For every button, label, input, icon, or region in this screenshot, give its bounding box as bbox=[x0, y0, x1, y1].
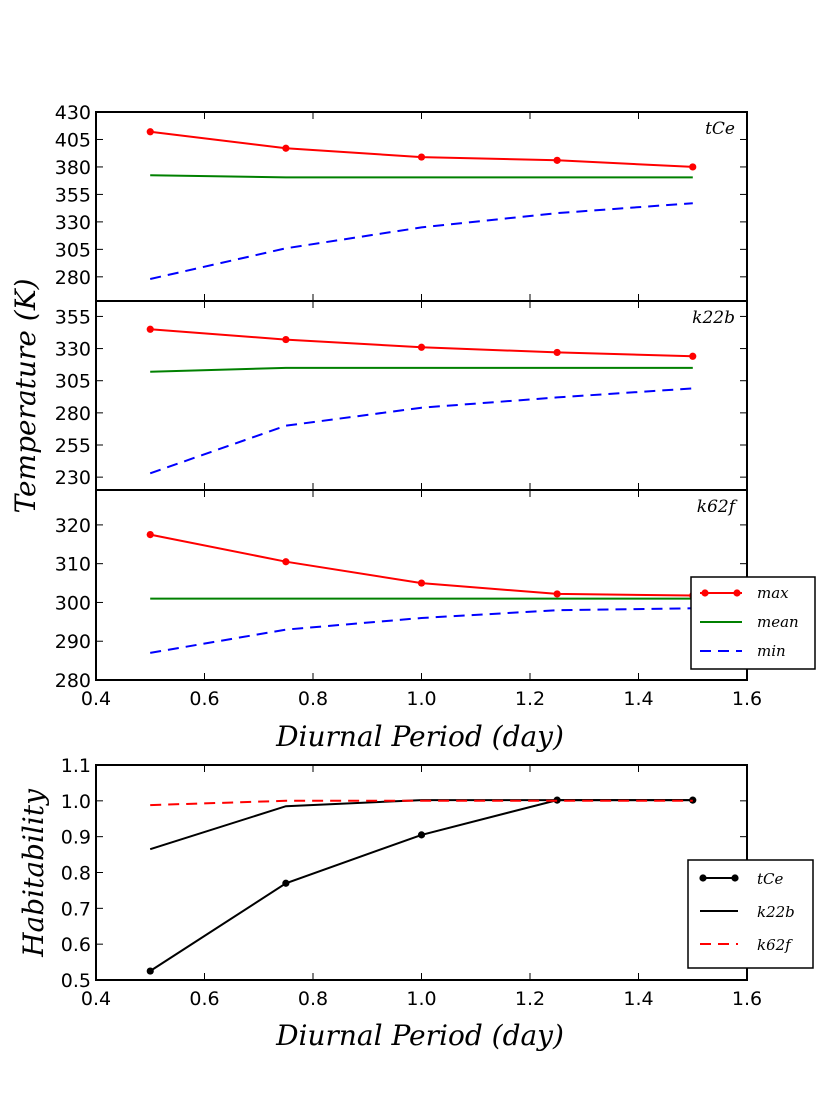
panel-k22b: 230 255 280 305 330 355 k22b bbox=[55, 300, 748, 491]
hab-xtick-label: 1.6 bbox=[732, 988, 762, 1010]
panel-k22b-ytick-label: 355 bbox=[55, 306, 91, 328]
panel-tCe-series-max-point-2 bbox=[417, 153, 426, 161]
panel-tCe-series-max-line bbox=[150, 130, 693, 168]
panel-label: k22b bbox=[692, 308, 735, 328]
panel-tCe-ytick-label: 430 bbox=[55, 102, 91, 124]
panel-k22b-series-max-point-2 bbox=[417, 343, 426, 351]
panel-tCe-series-mean-line bbox=[150, 174, 693, 179]
panel-k62f-ytick-label: 320 bbox=[55, 515, 91, 537]
panel-k62f-ytick-label: 280 bbox=[55, 670, 91, 692]
panel-tCe-series-min-line bbox=[149, 202, 693, 280]
panel-k62f-xtick-label: 1.6 bbox=[732, 688, 762, 710]
panel-k22b-frame bbox=[95, 300, 748, 491]
panel-k22b-series-min-line bbox=[149, 387, 693, 475]
panel-label: k62f bbox=[697, 497, 738, 517]
panel-k62f-ytick-label: 300 bbox=[55, 592, 91, 614]
panel-tCe-ytick-label: 355 bbox=[55, 184, 91, 206]
panel-k62f-ytick-label: 290 bbox=[55, 631, 91, 653]
hab-xtick-label: 0.4 bbox=[81, 988, 111, 1010]
hab-series-k62f-line bbox=[150, 799, 693, 807]
panel-k62f-xtick-label: 1.4 bbox=[623, 688, 653, 710]
panel-tCe-ytick-label: 280 bbox=[55, 267, 91, 289]
hab-x-axis-label: Diurnal Period (day) bbox=[275, 1019, 564, 1052]
panel-k22b-ytick-label: 330 bbox=[55, 339, 91, 361]
panel-label: tCe bbox=[705, 119, 735, 139]
panel-tCe-ytick-label: 380 bbox=[55, 157, 91, 179]
legend-tCe-marker bbox=[731, 874, 739, 882]
x-axis-label: Diurnal Period (day) bbox=[275, 720, 564, 753]
panel-k62f-series-max-point-0 bbox=[146, 530, 154, 539]
legend-max-marker bbox=[701, 589, 709, 597]
hab-series-k22b-line bbox=[149, 799, 693, 851]
legend-k62f-label: k62f bbox=[757, 936, 793, 954]
panel-k22b-series-max-point-3 bbox=[553, 348, 561, 357]
hab-xtick-label: 0.6 bbox=[189, 988, 219, 1010]
legend-temperature: max mean min bbox=[690, 576, 816, 670]
hab-ytick-label: 1.1 bbox=[61, 755, 91, 777]
hab-frame bbox=[95, 764, 748, 981]
temperature-chart: 280 305 330 355 380 405 430 tCe 230 255 280 305 330 3… bbox=[9, 102, 816, 753]
legend-mean-label: mean bbox=[757, 613, 799, 631]
legend-max-marker bbox=[733, 589, 741, 597]
panel-k62f-series-max-point-3 bbox=[553, 590, 561, 598]
panel-k22b-ytick-label: 230 bbox=[55, 467, 91, 489]
hab-series-tCe-point-1 bbox=[282, 879, 290, 887]
hab-series-tCe-line bbox=[149, 799, 693, 972]
hab-y-axis-label: Habitability bbox=[17, 788, 50, 958]
habitability-chart: 0.5 0.6 0.7 0.8 0.9 1.0 1.1 0.4 0.6 0.8 1.0 1.2 1.4 1… bbox=[17, 755, 814, 1052]
hab-xtick-label: 1.4 bbox=[623, 988, 653, 1010]
panel-k22b-ytick-label: 255 bbox=[55, 435, 91, 457]
panel-k62f-xtick-label: 0.6 bbox=[189, 688, 219, 710]
panel-k62f-xtick-label: 1.0 bbox=[406, 688, 436, 710]
panel-k22b-series-max-point-4 bbox=[689, 352, 697, 360]
panel-k22b-series-mean-line bbox=[150, 366, 693, 373]
panel-k62f-xtick-label: 0.4 bbox=[81, 688, 111, 710]
panel-tCe-ytick-label: 405 bbox=[55, 129, 91, 151]
panel-tCe-series-max-point-3 bbox=[553, 156, 561, 164]
panel-tCe-series-max-point-0 bbox=[146, 128, 154, 136]
hab-xtick-label: 1.0 bbox=[406, 988, 436, 1010]
hab-ytick-label: 1.0 bbox=[61, 791, 91, 813]
panel-tCe: 280 305 330 355 380 405 430 tCe bbox=[55, 102, 748, 302]
panel-k62f-series-min-line bbox=[150, 607, 693, 654]
panel-k62f: 280 290 300 310 320 0.4 0.6 0.8 1.0 1.2 1.4 1.6 k62f bbox=[55, 489, 762, 710]
panel-k62f-series-max-point-2 bbox=[417, 579, 426, 587]
hab-xtick-label: 1.2 bbox=[515, 988, 545, 1010]
panel-tCe-series-max-point-1 bbox=[282, 144, 290, 152]
hab-ytick-label: 0.7 bbox=[61, 898, 91, 920]
hab-xtick-label: 0.8 bbox=[298, 988, 328, 1010]
hab-ytick-label: 0.5 bbox=[61, 970, 91, 992]
panel-k22b-series-max-point-0 bbox=[146, 325, 154, 333]
legend-k22b-label: k22b bbox=[757, 903, 795, 921]
panel-k62f-xtick-label: 0.8 bbox=[298, 688, 328, 710]
legend-tCe-label: tCe bbox=[757, 870, 784, 888]
panel-k22b-ytick-label: 305 bbox=[55, 371, 91, 393]
hab-ytick-label: 0.6 bbox=[61, 934, 91, 956]
panel-tCe-ytick-label: 305 bbox=[55, 239, 91, 261]
panel-tCe-series-max-point-4 bbox=[689, 163, 697, 171]
panel-k22b-ytick-label: 280 bbox=[55, 403, 91, 425]
panel-k62f-xtick-label: 1.2 bbox=[515, 688, 545, 710]
legend-tCe-marker bbox=[699, 874, 707, 882]
panel-k22b-series-max-line bbox=[150, 328, 693, 358]
panel-k62f-ytick-label: 310 bbox=[55, 554, 91, 576]
panel-k62f-series-max-point-1 bbox=[282, 558, 290, 566]
panel-k22b-series-max-point-1 bbox=[282, 335, 290, 344]
hab-ytick-label: 0.9 bbox=[61, 827, 91, 849]
legend-max-label: max bbox=[757, 584, 789, 602]
legend-habitability: tCe k22b k62f bbox=[687, 859, 814, 969]
y-axis-label: Temperature (K) bbox=[9, 278, 42, 513]
hab-series-tCe-point-2 bbox=[417, 831, 426, 839]
panel-tCe-ytick-label: 330 bbox=[55, 212, 91, 234]
legend-box bbox=[687, 859, 814, 969]
hab-series-tCe-point-0 bbox=[146, 967, 154, 975]
legend-min-label: min bbox=[757, 642, 786, 660]
hab-ytick-label: 0.8 bbox=[61, 863, 91, 885]
